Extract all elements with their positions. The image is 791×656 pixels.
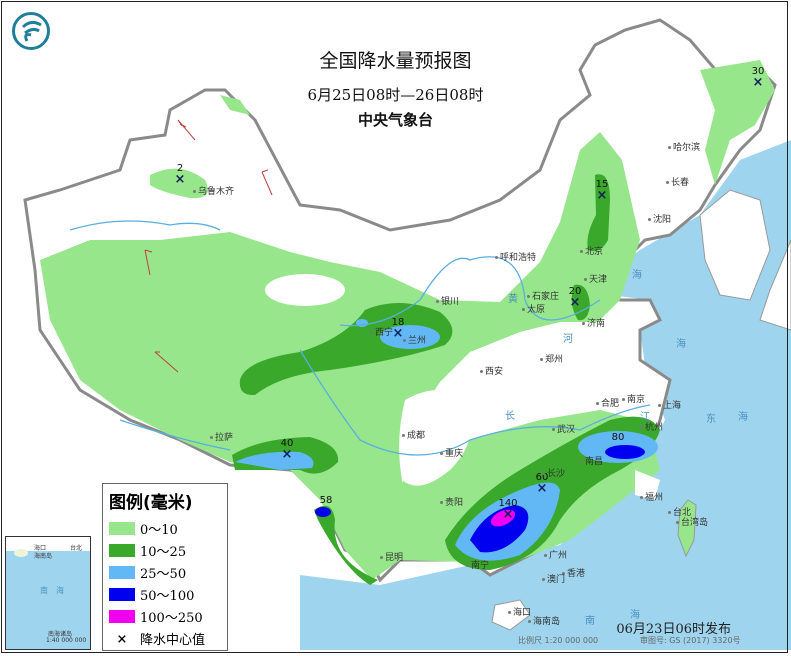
- city-label: 澳门: [542, 572, 565, 585]
- inset-label: 南海诸岛: [48, 631, 73, 638]
- city-label: 海南岛: [528, 614, 560, 627]
- legend-item: 0～10: [109, 517, 221, 539]
- rain-center: 20 ×: [568, 286, 582, 310]
- city-label: 广州: [544, 548, 567, 561]
- legend-item: 25～50: [109, 561, 221, 583]
- river-label: 河: [563, 334, 573, 345]
- river-label: 长: [505, 411, 515, 422]
- city-label: 西宁: [370, 325, 393, 338]
- korea-land: [699, 189, 771, 301]
- legend-swatch: [109, 609, 135, 623]
- rivers: [69, 220, 651, 456]
- legend-swatch: [109, 587, 135, 601]
- sea-label: 海: [676, 339, 686, 350]
- south-china-sea-inset: 海口 海南岛 台北 南 海 南海诸岛 1:40 000 000: [5, 536, 91, 650]
- city-label: 台湾岛: [676, 515, 708, 528]
- city-label: 哈尔滨: [668, 140, 700, 153]
- legend-item: 100～250: [109, 605, 221, 627]
- city-label: 呼和浩特: [495, 250, 536, 263]
- city-label: 昆明: [380, 550, 403, 563]
- map-scale: 比例尺 1:20 000 000: [518, 636, 599, 645]
- city-label: 香港: [562, 566, 585, 579]
- rain-center: 80: [611, 432, 625, 443]
- sea-label: 东: [706, 414, 716, 425]
- inset-label: 台北: [70, 545, 83, 552]
- rain-center: 58: [319, 495, 333, 506]
- city-label: 长沙: [542, 466, 565, 479]
- inset-scale: 1:40 000 000: [46, 637, 87, 644]
- city-label: 重庆: [440, 446, 463, 459]
- rain-center: 140 ×: [498, 498, 518, 522]
- city-label: 银川: [436, 294, 459, 307]
- sea-area: [300, 140, 791, 650]
- city-label: 合肥: [596, 396, 619, 409]
- city-label: 福州: [640, 490, 663, 503]
- rain-center: 2 ×: [174, 163, 186, 187]
- city-label: 太原: [522, 302, 545, 315]
- legend-label: 50～100: [140, 588, 195, 604]
- map-title: 全国降水量预报图: [319, 50, 472, 72]
- inset-label: 海口: [34, 545, 47, 552]
- legend-label: 25～50: [140, 566, 187, 582]
- rain-center: 40 ×: [280, 438, 294, 462]
- city-label: 杭州: [640, 420, 663, 433]
- city-label: 成都: [402, 428, 425, 441]
- city-label: 武汉: [552, 422, 575, 435]
- city-label: 天津: [584, 272, 607, 285]
- city-label: 南宁: [466, 558, 489, 571]
- river-label: 江: [640, 412, 650, 423]
- sea-label: 南: [585, 616, 595, 627]
- city-label: 西安: [480, 364, 503, 377]
- river-label: 黄: [508, 294, 518, 305]
- legend-swatch: [109, 565, 135, 579]
- city-label: 上海: [658, 398, 681, 411]
- legend-item: 50～100: [109, 583, 221, 605]
- city-label: 拉萨: [210, 430, 233, 443]
- sea-label: 海: [632, 270, 642, 281]
- city-label: 北京: [580, 244, 603, 257]
- rain-center-icon: ×: [116, 631, 128, 647]
- rain-100-250: [490, 509, 516, 527]
- wind-barbs: [144, 119, 273, 373]
- legend: 图例(毫米) 0～10 10～25 25～50 50～100 100～250 ×…: [102, 483, 228, 651]
- city-label: 海口: [508, 605, 531, 618]
- city-label: 兰州: [403, 333, 426, 346]
- legend-label: 降水中心值: [140, 632, 206, 648]
- legend-label: 100～250: [140, 610, 203, 626]
- city-label: 南京: [622, 392, 645, 405]
- sea-label: 海: [738, 412, 748, 423]
- legend-item: × 降水中心值: [109, 627, 221, 649]
- city-label: 郑州: [540, 352, 563, 365]
- legend-label: 0～10: [140, 522, 178, 538]
- city-label: 沈阳: [648, 212, 671, 225]
- organization: 中央气象台: [357, 111, 433, 129]
- approval-number: 审图号: GS (2017) 3320号: [640, 636, 741, 645]
- inset-label: 海南岛: [34, 553, 53, 560]
- city-label: 乌鲁木齐: [193, 184, 234, 197]
- city-label: 贵阳: [440, 495, 463, 508]
- legend-swatch: [109, 521, 135, 535]
- city-label: 南昌: [580, 454, 603, 467]
- legend-label: 10～25: [140, 544, 187, 560]
- cma-logo: [12, 12, 50, 50]
- inset-label: 南: [40, 586, 48, 595]
- city-label: 济南: [582, 316, 605, 329]
- legend-title: 图例(毫米): [109, 493, 193, 513]
- rain-center: 18 ×: [391, 317, 405, 341]
- japan-land: [759, 239, 791, 331]
- issued-time: 06月23日06时发布: [616, 622, 731, 637]
- city-label: 台北: [668, 505, 691, 518]
- sea-label: 海: [630, 610, 640, 621]
- city-label: 石家庄: [527, 289, 559, 302]
- legend-item: 10～25: [109, 539, 221, 561]
- map-subtitle: 6月25日08时—26日08时: [307, 86, 484, 104]
- rain-center: 30 ×: [751, 66, 765, 90]
- inset-label: 海: [56, 586, 64, 595]
- city-label: 长春: [666, 175, 689, 188]
- legend-swatch: [109, 543, 135, 557]
- rain-center: 15 ×: [595, 179, 609, 203]
